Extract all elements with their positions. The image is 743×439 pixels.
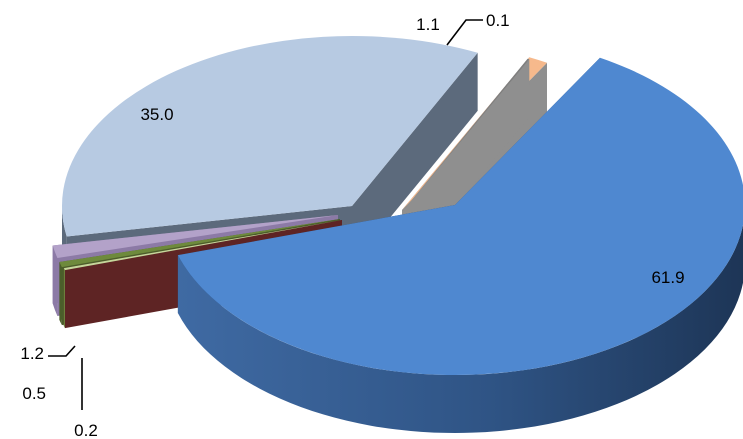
- slice-1-rim: [63, 268, 65, 329]
- slice-2-top: [59, 219, 341, 268]
- leader-line-5: [446, 19, 483, 46]
- leader-line-3: [48, 345, 76, 357]
- data-label: 0.1: [486, 11, 510, 30]
- slice-2-rim: [59, 261, 62, 326]
- slice-0-rim: [177, 224, 743, 433]
- data-label: 35.0: [140, 105, 173, 124]
- slice-3-rim: [52, 245, 58, 316]
- data-label: 61.9: [651, 268, 684, 287]
- data-label: 1.1: [416, 15, 440, 34]
- data-label: 1.2: [20, 344, 44, 363]
- slice-3-top: [52, 215, 338, 258]
- slice-5-top: [402, 58, 530, 212]
- slice-0-top: [177, 57, 743, 375]
- slice-4-wall-1: [352, 52, 478, 264]
- data-label: 0.2: [74, 421, 98, 439]
- slice-1-top: [63, 220, 343, 271]
- data-label: 0.5: [22, 384, 46, 403]
- slice-4-top: [62, 35, 478, 237]
